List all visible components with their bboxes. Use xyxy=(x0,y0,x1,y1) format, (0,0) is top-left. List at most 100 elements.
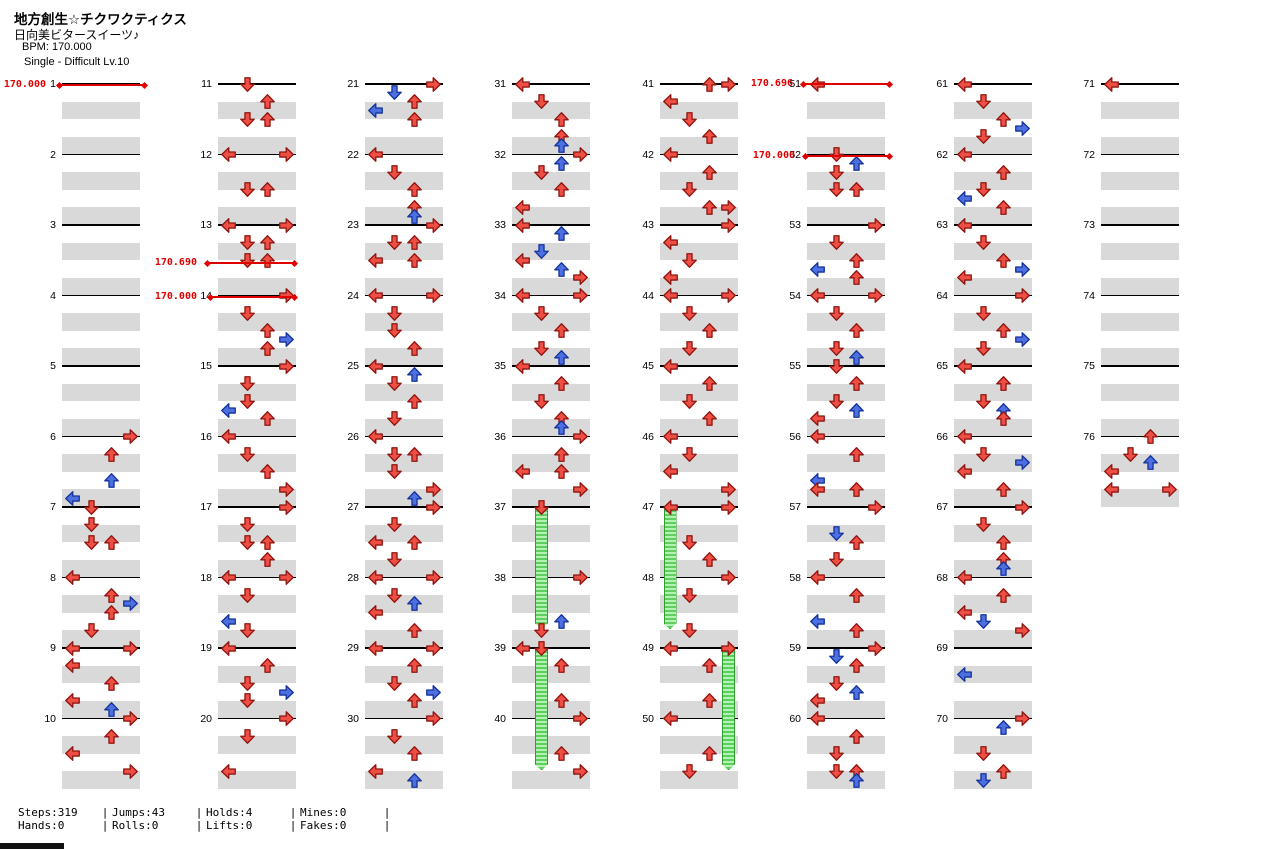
note-arrow-left xyxy=(220,217,236,233)
note-arrow-left xyxy=(956,358,972,374)
beat-band xyxy=(1101,454,1179,472)
beat-band xyxy=(807,277,885,296)
note-arrow-down xyxy=(976,393,991,409)
note-arrow-up xyxy=(103,534,119,550)
beat-band xyxy=(1101,383,1179,402)
note-arrow-left xyxy=(220,429,236,444)
beat-band xyxy=(512,136,590,155)
note-arrow-down xyxy=(240,111,255,127)
beat-band xyxy=(365,736,443,754)
measure-line xyxy=(218,224,296,226)
beat-band xyxy=(512,700,590,719)
measure-number: 75 xyxy=(1083,360,1095,372)
song-title: 地方創生☆チクワクティクス xyxy=(14,12,187,27)
bpm-line-end-diamond xyxy=(290,259,298,267)
note-arrow-left xyxy=(64,570,80,585)
note-arrow-up xyxy=(406,252,422,268)
note-arrow-down xyxy=(976,340,991,356)
beat-band xyxy=(365,489,443,507)
beat-band xyxy=(660,101,738,120)
note-arrow-left xyxy=(662,288,678,303)
note-arrow-down xyxy=(682,182,697,198)
measure-line xyxy=(512,717,590,720)
note-arrow-up xyxy=(259,182,275,198)
note-arrow-up-8th xyxy=(848,402,864,418)
note-arrow-right xyxy=(426,217,441,233)
beat-band xyxy=(954,313,1032,331)
measure-line xyxy=(365,576,443,579)
measure-number: 13 xyxy=(200,219,212,231)
measure-line xyxy=(807,576,885,579)
note-arrow-up xyxy=(406,94,422,109)
measure-number: 8 xyxy=(50,571,56,584)
stats-footer: Steps:319 | Jumps:43 | Holds:4 | Mines:0 | Hands… xyxy=(18,806,394,832)
measure-line xyxy=(365,435,443,438)
note-arrow-left xyxy=(220,147,236,162)
bpm-line-end-diamond xyxy=(885,152,893,160)
note-arrow-down xyxy=(829,235,844,250)
note-arrow-up xyxy=(848,481,864,497)
note-arrow-down xyxy=(387,552,402,568)
measure-line xyxy=(954,153,1032,156)
note-arrow-up-8th xyxy=(553,261,569,277)
note-arrow-down xyxy=(240,534,255,550)
beat-band xyxy=(1101,172,1179,190)
measure-line xyxy=(1101,83,1179,85)
note-arrow-right xyxy=(279,358,294,374)
note-arrow-up xyxy=(103,587,119,603)
note-arrow-left xyxy=(956,570,972,585)
note-arrow-up xyxy=(553,658,569,673)
note-arrow-right xyxy=(279,570,294,585)
note-arrow-down xyxy=(534,94,549,109)
measure-line xyxy=(660,576,738,579)
note-arrow-down xyxy=(976,235,991,250)
measure-number: 52 xyxy=(789,148,801,161)
note-arrow-right-8th xyxy=(279,684,294,700)
measure-line xyxy=(512,576,590,579)
beat-band xyxy=(62,383,140,402)
beat-band xyxy=(1101,242,1179,261)
note-arrow-up xyxy=(701,376,717,391)
stat-value: Holds:4 xyxy=(206,806,253,819)
measure-number: 15 xyxy=(200,360,212,372)
note-arrow-down xyxy=(682,446,697,462)
note-arrow-left xyxy=(367,640,383,656)
stat-separator: | xyxy=(383,806,391,819)
note-arrow-left-8th xyxy=(220,402,236,418)
note-arrow-down xyxy=(240,393,255,409)
note-arrow-right xyxy=(279,481,294,497)
note-arrow-down-8th xyxy=(534,243,549,259)
measure-line xyxy=(1101,365,1179,367)
beat-band xyxy=(218,595,296,613)
measure-line xyxy=(1101,153,1179,156)
note-arrow-right-8th xyxy=(1015,120,1030,136)
note-arrow-up xyxy=(259,552,275,568)
measure-line xyxy=(218,294,296,297)
note-arrow-left xyxy=(956,217,972,233)
note-arrow-down xyxy=(240,376,255,391)
beat-band xyxy=(218,771,296,789)
measure-number: 46 xyxy=(642,430,654,443)
measure-number: 5 xyxy=(50,360,56,372)
measure-number: 53 xyxy=(789,219,801,231)
measure-line xyxy=(512,365,590,367)
note-arrow-up-8th xyxy=(848,349,864,365)
note-arrow-down xyxy=(1123,446,1138,462)
note-arrow-up-8th xyxy=(406,208,422,224)
measure-number: 64 xyxy=(936,289,948,302)
beat-band xyxy=(218,489,296,507)
note-arrow-down xyxy=(829,182,844,198)
note-arrow-up xyxy=(553,182,569,198)
measure-number: 31 xyxy=(494,78,506,90)
note-arrow-left xyxy=(220,570,236,585)
stat-separator: | xyxy=(101,806,109,819)
beat-band xyxy=(365,383,443,402)
note-arrow-down xyxy=(976,129,991,145)
beat-band xyxy=(512,454,590,472)
note-arrow-down xyxy=(240,305,255,321)
measure-number: 73 xyxy=(1083,219,1095,231)
note-arrow-down xyxy=(829,340,844,356)
note-arrow-left xyxy=(514,252,530,268)
measure-line xyxy=(218,153,296,156)
measure-line xyxy=(218,647,296,649)
